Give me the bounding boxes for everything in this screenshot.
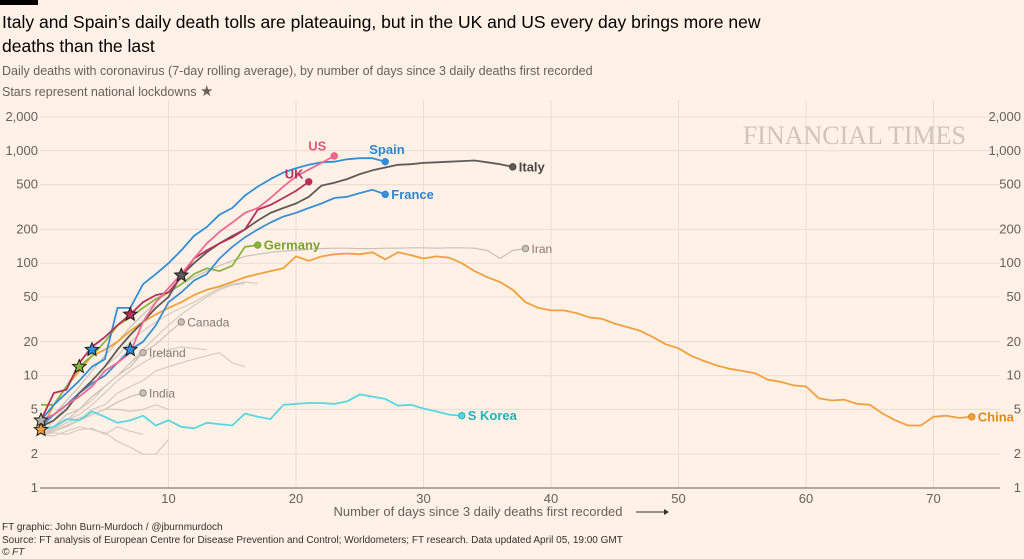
x-tick-label: 30 (416, 491, 430, 506)
source: Source: FT analysis of European Centre f… (2, 535, 623, 546)
line-canada (40, 321, 182, 435)
y-tick-label-left: 2,000 (5, 109, 38, 124)
y-tick-label-right: 2 (1014, 446, 1021, 461)
star-icon: ★ (200, 83, 214, 100)
y-tick-label-right: 500 (999, 177, 1021, 192)
label-italy: Italy (519, 159, 546, 174)
x-tick-label: 60 (799, 491, 813, 506)
lockdown-star-icon-uk (122, 306, 139, 322)
y-tick-label-left: 200 (16, 221, 38, 236)
y-tick-label-left: 10 (24, 368, 38, 383)
stars-note-text: Stars represent national lockdowns (2, 85, 197, 99)
y-tick-label-right: 1 (1014, 480, 1021, 495)
label-us: US (308, 138, 326, 153)
y-tick-label-right: 2,000 (988, 109, 1021, 124)
label-s-korea: S Korea (468, 408, 518, 423)
label-germany: Germany (264, 238, 321, 253)
endpoint-ireland (139, 348, 147, 357)
x-tick-label: 10 (161, 491, 175, 506)
label-india: India (149, 387, 175, 401)
endpoint-iran (521, 244, 530, 253)
label-france: France (391, 187, 434, 202)
lockdown-star-icon-germany (71, 358, 88, 374)
line-italy (40, 159, 513, 428)
endpoint-germany (254, 241, 262, 249)
endpoint-uk (305, 178, 313, 186)
line-other (40, 352, 246, 435)
line-uk (40, 181, 310, 421)
lockdown-star-icon-italy (173, 266, 190, 283)
line-us (40, 155, 335, 422)
watermark: FINANCIAL TIMES (743, 121, 966, 150)
copyright: © FT (2, 547, 25, 558)
line-france (40, 188, 386, 428)
y-tick-label-left: 1,000 (5, 143, 38, 158)
y-tick-label-right: 100 (999, 255, 1021, 270)
lockdown-stars (33, 266, 190, 437)
y-tick-label-left: 50 (24, 289, 38, 304)
x-tick-label: 70 (926, 491, 940, 506)
line-other (40, 426, 144, 435)
y-tick-label-right: 20 (1007, 334, 1021, 349)
label-uk: UK (285, 166, 304, 181)
endpoint-india (139, 389, 147, 397)
y-tick-label-left: 1 (31, 480, 38, 495)
label-ireland: Ireland (149, 346, 186, 360)
y-tick-label-right: 1,000 (988, 143, 1021, 158)
y-tick-label-right: 10 (1007, 368, 1021, 383)
y-tick-label-left: 20 (24, 334, 38, 349)
line-other (40, 282, 246, 435)
line-china (40, 251, 972, 431)
chart-subtitle: Daily deaths with coronavirus (7-day rol… (2, 64, 593, 78)
series-lines (40, 155, 972, 455)
lockdown-star-icon-france (122, 341, 139, 357)
line-s-korea (40, 393, 462, 431)
chart-title: Italy and Spain’s daily death tolls are … (2, 12, 761, 56)
series-labels: Iran Canada Ireland India China S Korea German… (139, 138, 1015, 424)
y-tick-label-right: 5 (1014, 401, 1021, 416)
endpoint-canada (177, 318, 185, 326)
endpoint-italy (509, 163, 517, 171)
x-tick-label: 20 (289, 491, 303, 506)
lockdown-star-icon-other (33, 412, 49, 428)
y-tick-label-left: 100 (16, 255, 38, 270)
y-tick-label-right: 200 (999, 221, 1021, 236)
line-other (40, 404, 169, 435)
label-iran: Iran (532, 242, 553, 256)
endpoint-spain (381, 157, 389, 166)
label-canada: Canada (187, 315, 229, 329)
brand-bar (0, 0, 38, 5)
grid: 1 1 2 2 5 5 10 10 20 20 50 50 100 100 200 200 500 500 1,00… (5, 100, 1021, 506)
endpoint-france (381, 190, 389, 199)
line-other (40, 426, 169, 455)
credit: FT graphic: John Burn-Murdoch / @jburnmu… (2, 522, 223, 533)
endpoint-s-korea (458, 411, 466, 420)
line-spain (40, 157, 386, 421)
x-tick-label: 50 (671, 491, 685, 506)
endpoint-china (968, 413, 976, 421)
label-china: China (978, 409, 1015, 424)
y-tick-label-right: 50 (1007, 289, 1021, 304)
lockdown-star-icon-china (33, 421, 49, 437)
y-tick-label-left: 2 (31, 446, 38, 461)
label-spain: Spain (369, 142, 404, 157)
x-tick-label: 40 (544, 491, 558, 506)
x-axis-label: Number of days since 3 daily deaths firs… (333, 504, 622, 519)
y-tick-label-left: 5 (31, 401, 38, 416)
arrow-icon (636, 509, 669, 515)
y-tick-label-left: 500 (16, 177, 38, 192)
endpoint-us (330, 152, 338, 160)
lockdown-star-icon-spain (84, 341, 100, 357)
stars-note: Stars represent national lockdowns ★ (2, 82, 214, 100)
line-iran (40, 247, 526, 428)
